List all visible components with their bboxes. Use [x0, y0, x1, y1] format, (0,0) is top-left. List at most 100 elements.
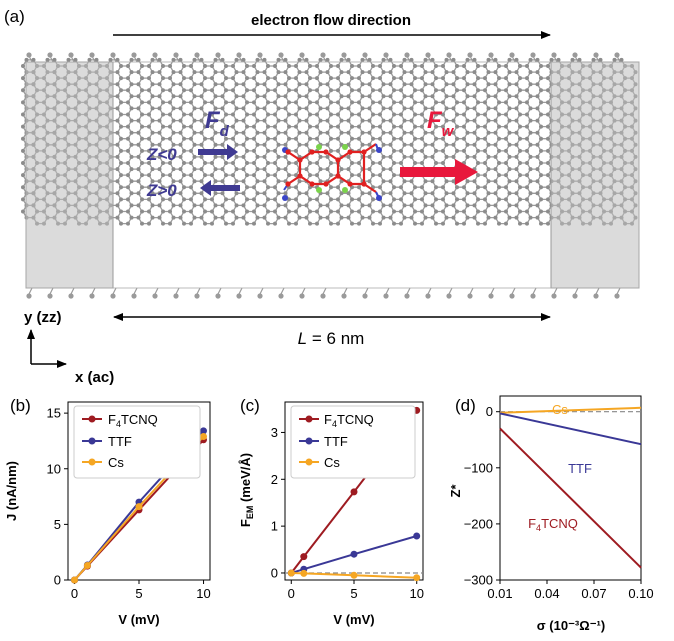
lattice-atom	[371, 100, 375, 105]
lattice-atom	[444, 57, 449, 62]
lattice-atom	[399, 136, 403, 141]
lattice-atom	[612, 57, 617, 62]
lattice-atom	[308, 209, 312, 214]
lattice-atom	[413, 197, 417, 202]
x-tick-label: 10	[196, 586, 210, 601]
lattice-atom	[357, 221, 361, 226]
lattice-atom	[318, 203, 323, 208]
lattice-atom	[367, 142, 372, 147]
lattice-atom	[409, 191, 414, 196]
lattice-atom	[357, 112, 361, 117]
edge-bond	[91, 287, 96, 295]
lattice-atom	[381, 167, 386, 172]
lattice-atom	[357, 161, 361, 165]
edge-bond	[616, 287, 621, 295]
lattice-atom	[203, 173, 207, 178]
lattice-atom	[350, 173, 354, 178]
lattice-atom	[178, 82, 183, 87]
lattice-atom	[147, 64, 151, 68]
lattice-atom	[444, 191, 449, 196]
lattice-atom	[161, 148, 165, 153]
lattice-atom	[273, 161, 277, 165]
lattice-atom	[392, 221, 396, 226]
lattice-atom	[434, 221, 438, 226]
lattice-atom	[178, 94, 183, 99]
lattice-atom	[136, 154, 141, 159]
lattice-atom	[255, 82, 260, 87]
lattice-atom	[472, 57, 477, 62]
lattice-atom	[619, 57, 624, 62]
lattice-atom	[514, 167, 519, 172]
lattice-atom	[455, 197, 459, 202]
lattice-atom	[399, 100, 403, 105]
lattice-atom	[147, 136, 151, 141]
lattice-atom	[413, 124, 417, 129]
lattice-atom	[283, 154, 288, 159]
lattice-atom	[392, 209, 396, 214]
lattice-atom	[402, 106, 407, 111]
lattice-atom	[161, 100, 165, 105]
lattice-atom	[287, 76, 291, 81]
lattice-atom	[525, 173, 529, 178]
legend-item-cs: Cs	[108, 455, 124, 470]
lattice-atom	[430, 203, 435, 208]
lattice-atom	[493, 167, 498, 172]
lattice-atom	[171, 191, 176, 196]
lattice-atom	[136, 70, 141, 75]
lattice-atom	[346, 94, 351, 99]
lattice-atom	[315, 161, 319, 165]
lattice-atom	[325, 94, 330, 99]
lattice-atom	[413, 76, 417, 81]
lattice-atom	[213, 215, 218, 220]
lattice-atom	[378, 136, 382, 141]
lattice-atom	[430, 106, 435, 111]
lattice-atom	[350, 64, 354, 68]
lattice-atom	[189, 173, 193, 178]
lattice-atom	[318, 57, 323, 62]
data-point-ttf	[350, 550, 358, 558]
lattice-atom	[539, 112, 543, 117]
lattice-atom	[483, 197, 487, 202]
y-tick-label: 1	[271, 519, 278, 534]
lattice-atom	[507, 179, 512, 184]
lattice-atom	[399, 209, 403, 214]
lattice-atom	[150, 70, 155, 75]
lattice-atom	[434, 112, 438, 117]
lattice-atom	[150, 94, 155, 99]
lattice-atom	[518, 100, 522, 105]
lattice-atom	[220, 154, 225, 159]
lattice-atom	[451, 191, 456, 196]
edge-hydrogen	[530, 293, 536, 299]
lattice-atom	[346, 167, 351, 172]
lattice-atom	[497, 148, 501, 153]
lattice-atom	[136, 130, 141, 135]
lattice-atom	[486, 118, 491, 123]
lattice-atom	[325, 154, 330, 159]
lattice-atom	[297, 57, 302, 62]
lattice-atom	[178, 142, 183, 147]
lattice-atom	[329, 209, 333, 214]
lattice-atom	[455, 88, 459, 93]
lattice-atom	[276, 203, 281, 208]
lattice-atom	[273, 173, 277, 178]
lattice-atom	[455, 209, 459, 214]
edge-hydrogen	[362, 52, 368, 58]
lattice-atom	[357, 124, 361, 129]
lattice-atom	[199, 203, 204, 208]
edge-hydrogen	[110, 52, 116, 58]
lattice-atom	[367, 191, 372, 196]
lattice-atom	[115, 106, 120, 111]
lattice-atom	[115, 82, 120, 87]
lattice-atom	[346, 215, 351, 220]
lattice-atom	[507, 167, 512, 172]
lattice-atom	[507, 118, 512, 123]
lattice-atom	[287, 209, 291, 214]
lattice-atom	[140, 112, 144, 117]
lattice-atom	[371, 136, 375, 141]
lattice-atom	[420, 209, 424, 214]
lattice-atom	[262, 179, 267, 184]
lattice-atom	[147, 100, 151, 105]
lattice-atom	[350, 112, 354, 117]
lattice-atom	[224, 112, 228, 117]
lattice-atom	[504, 209, 508, 214]
